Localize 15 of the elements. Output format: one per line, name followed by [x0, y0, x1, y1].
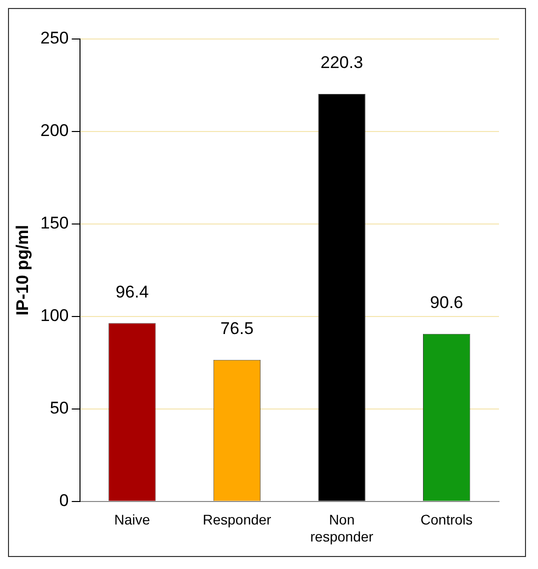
y-tick-label: 200	[40, 121, 69, 140]
y-tick-label: 100	[40, 306, 69, 326]
data-label: 90.6	[430, 293, 464, 312]
data-label: 96.4	[116, 282, 149, 302]
x-tick-label: Naive	[114, 512, 150, 528]
y-axis-title: IP-10 pg/ml	[12, 224, 32, 316]
data-label: 220.3	[320, 53, 364, 72]
y-tick-label: 0	[59, 491, 69, 510]
x-tick-label: Responder	[202, 512, 272, 528]
y-tick-label: 50	[50, 398, 69, 418]
y-tick-label: 150	[40, 214, 69, 233]
x-tick-label: Controls	[420, 512, 473, 528]
y-tick-label: 250	[40, 28, 69, 48]
data-label: 76.5	[220, 319, 254, 338]
x-tick-label: Non responder	[310, 512, 374, 544]
